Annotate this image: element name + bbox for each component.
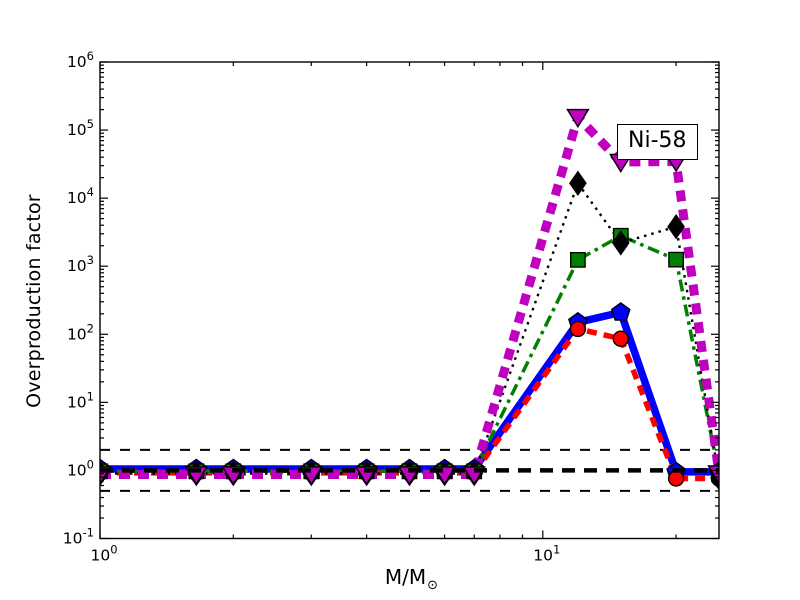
triangle-down-marker xyxy=(566,108,590,129)
series-line-red-dashed-circles xyxy=(100,325,719,482)
y-tick-label: 106 xyxy=(67,49,94,71)
diamond-marker xyxy=(569,170,587,197)
y-axis-label: Overproduction factor xyxy=(23,194,45,408)
series-line-magenta-thick-dashed-triangles xyxy=(100,108,720,479)
diamond-marker xyxy=(611,230,630,256)
tick-marks xyxy=(99,61,719,540)
x-axis-label: M/M⊙ xyxy=(384,565,438,593)
markers-blue-solid-pentagons xyxy=(99,302,720,481)
sun-symbol: ⊙ xyxy=(427,578,439,593)
y-tick-label: 100 xyxy=(67,457,94,479)
circle-marker xyxy=(569,320,587,338)
markers-green-dashdot-squares xyxy=(99,227,720,483)
y-tick-label: 10-1 xyxy=(63,526,94,548)
diamond-marker xyxy=(667,213,685,240)
x-tick-label: 101 xyxy=(533,543,560,565)
circle-marker xyxy=(612,330,629,347)
x-tick-label: 100 xyxy=(90,543,117,565)
circle-marker xyxy=(667,470,685,487)
y-tick-label: 102 xyxy=(67,321,94,343)
annotation-ni58: Ni-58 xyxy=(617,124,698,160)
plot-area xyxy=(100,108,720,482)
y-tick-label: 103 xyxy=(67,253,94,275)
x-axis-label-main: M/M xyxy=(384,565,427,589)
pentagon-marker xyxy=(610,302,631,321)
square-marker xyxy=(668,251,684,268)
square-marker xyxy=(570,251,586,268)
markers-black-dotted-diamonds xyxy=(99,170,720,491)
series-line-black-dotted-diamonds xyxy=(100,180,720,479)
y-tick-label: 101 xyxy=(67,389,94,411)
y-tick-label: 105 xyxy=(67,117,94,139)
y-tick-label: 104 xyxy=(67,185,94,207)
